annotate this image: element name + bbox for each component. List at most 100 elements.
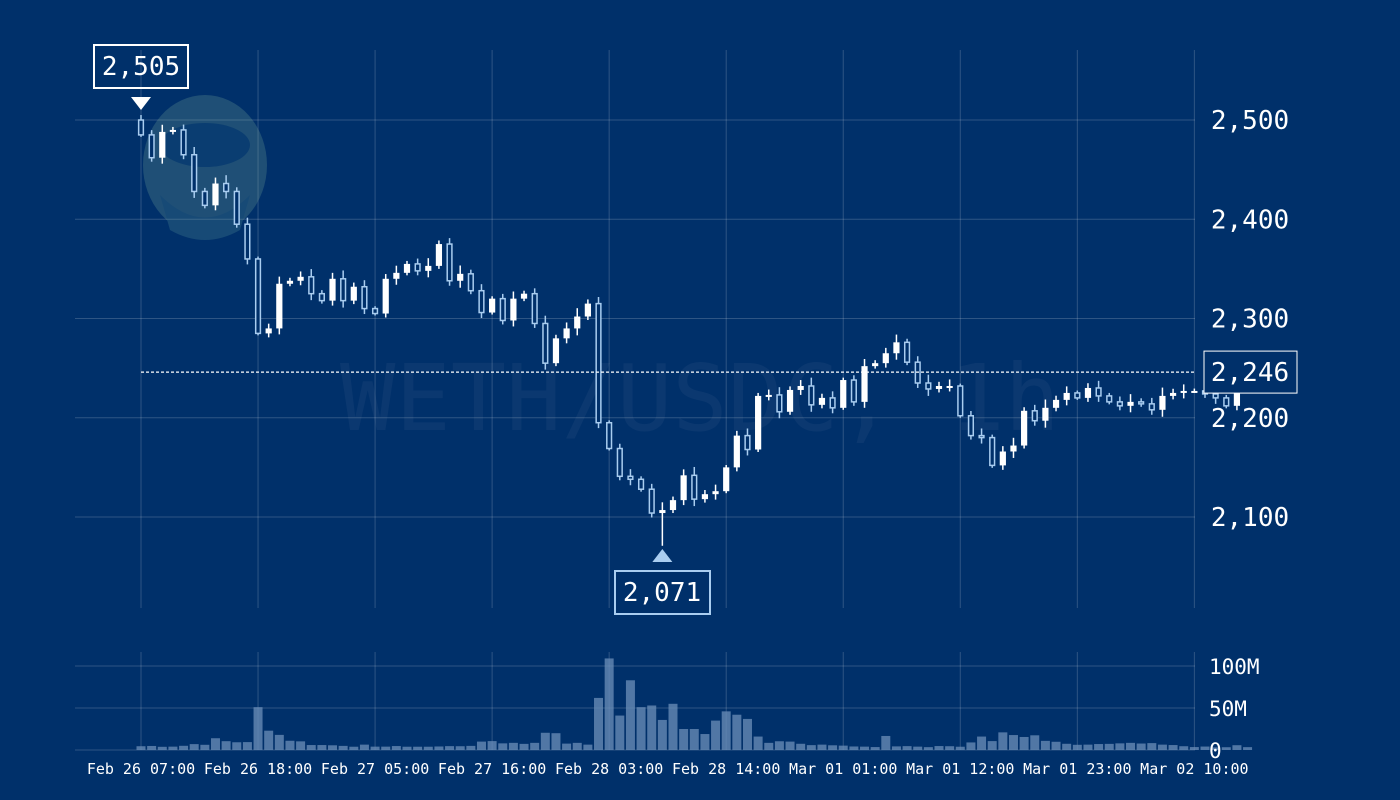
low-marker: 2,071: [614, 549, 711, 615]
candle: [531, 288, 538, 328]
candle: [1180, 384, 1187, 399]
volume-bar: [1115, 743, 1125, 750]
volume-axis: 0 50M 100M: [1209, 655, 1260, 763]
candle: [478, 284, 485, 319]
volume-bar: [838, 745, 848, 750]
high-marker: 2,505: [93, 44, 189, 110]
candle: [957, 383, 964, 418]
candle: [946, 379, 953, 392]
candle: [201, 187, 208, 209]
candle-body: [946, 385, 953, 388]
volume-bar: [530, 742, 540, 750]
low-arrow-icon: [652, 549, 673, 562]
candle-body: [606, 421, 613, 450]
candle-body: [574, 316, 581, 329]
candle-body: [1159, 395, 1166, 410]
candle-body: [552, 338, 560, 364]
volume-bars: [136, 658, 1253, 750]
candle: [350, 282, 357, 305]
candle-body: [350, 286, 357, 301]
candle-body: [840, 380, 847, 408]
volume-bar: [668, 703, 678, 750]
candle: [499, 293, 506, 325]
candle: [329, 272, 336, 306]
candle: [680, 469, 687, 506]
volume-bar: [413, 746, 423, 750]
volume-bar: [285, 740, 295, 750]
volume-bar: [923, 747, 933, 750]
last-price-label: 2,246: [1211, 358, 1289, 388]
candle-body: [808, 385, 815, 406]
candle: [797, 380, 804, 395]
volume-bar: [200, 744, 210, 750]
candle: [744, 428, 751, 456]
candle: [297, 271, 304, 286]
volume-bar: [945, 746, 955, 750]
candle-body: [1106, 395, 1113, 403]
candle: [1021, 407, 1028, 449]
x-tick-label: Feb 26 18:00: [204, 760, 312, 778]
candle-body: [531, 292, 538, 325]
candle-body: [1138, 401, 1145, 405]
candle: [978, 428, 985, 444]
candle: [520, 290, 528, 302]
candle-body: [520, 293, 528, 299]
candle: [669, 496, 677, 514]
candle: [223, 175, 230, 199]
candle: [1159, 387, 1166, 417]
candle: [967, 411, 975, 440]
volume-bar: [604, 658, 614, 750]
candle: [818, 393, 826, 409]
volume-bar: [594, 697, 604, 750]
low-label: 2,071: [623, 578, 701, 608]
candle: [637, 476, 645, 492]
candle-body: [1042, 407, 1049, 421]
candle-body: [1180, 390, 1187, 393]
candle: [137, 115, 145, 137]
volume-bar: [338, 745, 348, 750]
volume-bar: [434, 746, 444, 750]
price-axis: 2,100 2,200 2,300 2,400 2,500: [1211, 106, 1289, 533]
volume-bar: [349, 746, 359, 750]
x-tick-label: Feb 27 05:00: [321, 760, 429, 778]
volume-bar: [147, 745, 157, 750]
candle: [308, 269, 315, 301]
candle-body: [233, 190, 240, 225]
volume-bar: [732, 714, 742, 750]
candle-body: [425, 265, 432, 271]
candle-body: [744, 434, 751, 451]
candle: [829, 391, 836, 414]
volume-bar: [1243, 747, 1253, 750]
candle: [148, 130, 155, 162]
volume-bar: [1157, 744, 1167, 750]
volume-bar: [423, 746, 433, 750]
high-label: 2,505: [102, 52, 180, 82]
volume-bar: [487, 741, 497, 750]
candle-body: [244, 223, 251, 260]
candle: [414, 258, 421, 276]
candle-body: [340, 278, 347, 302]
candle: [1169, 388, 1177, 400]
candle: [606, 420, 613, 451]
volume-bar: [253, 707, 263, 750]
candle-body: [169, 129, 177, 132]
volume-bar: [508, 742, 518, 750]
candle: [616, 443, 623, 481]
candle-body: [978, 434, 985, 439]
volume-bar: [1083, 744, 1093, 750]
candle-body: [1084, 387, 1092, 398]
candle-body: [148, 134, 155, 159]
y-tick-label: 2,300: [1211, 305, 1289, 335]
candle: [382, 274, 389, 318]
candle: [712, 484, 719, 500]
candle: [659, 502, 666, 546]
volume-bar: [1040, 740, 1050, 750]
candle: [776, 387, 783, 419]
volume-bar: [1232, 745, 1242, 750]
candle: [489, 296, 496, 315]
volume-bar: [1179, 746, 1189, 750]
candle: [882, 347, 889, 368]
candle: [340, 270, 347, 308]
volume-bar: [1136, 743, 1146, 750]
x-tick-label: Feb 26 07:00: [87, 760, 195, 778]
